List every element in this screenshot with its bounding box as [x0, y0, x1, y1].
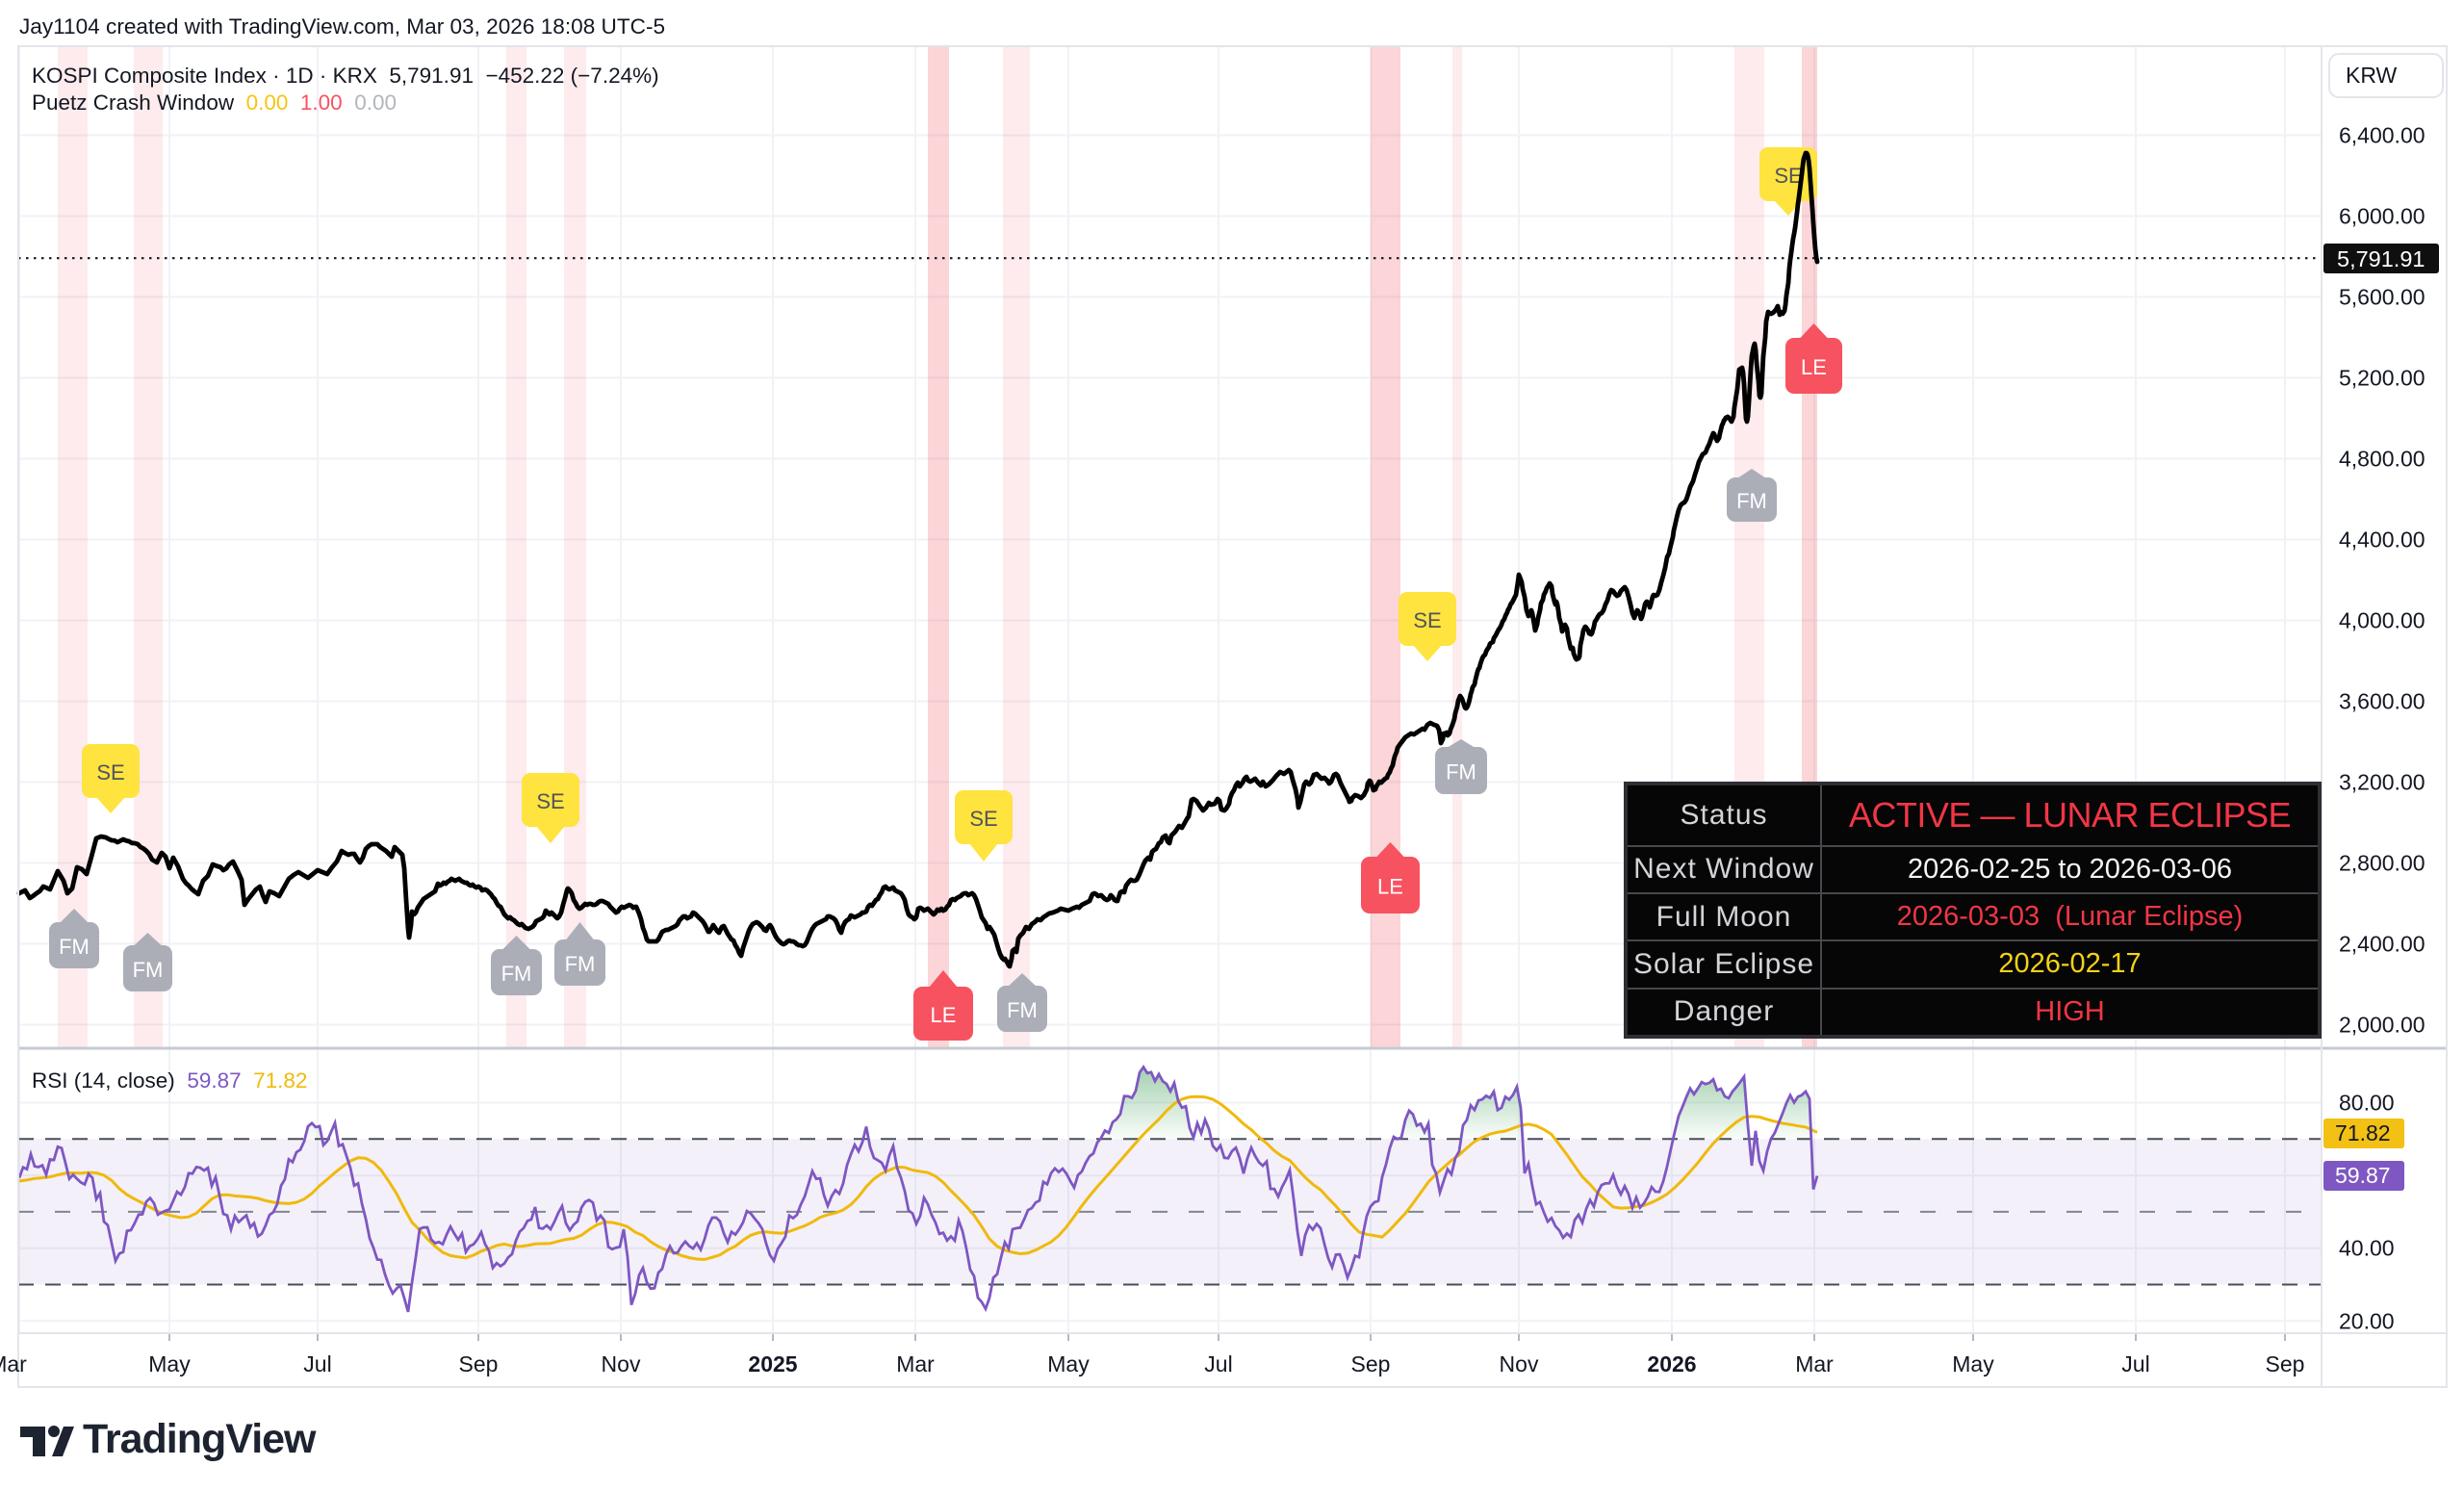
svg-text:2025: 2025 [748, 1351, 797, 1376]
svg-text:May: May [148, 1351, 191, 1376]
svg-text:SE: SE [536, 789, 564, 813]
svg-text:6,000.00: 6,000.00 [2339, 204, 2426, 229]
svg-text:Mar: Mar [1795, 1351, 1834, 1376]
svg-text:LE: LE [1801, 355, 1827, 379]
svg-text:FM: FM [1007, 998, 1038, 1022]
svg-text:Nov: Nov [602, 1351, 641, 1376]
svg-text:May: May [1047, 1351, 1090, 1376]
svg-text:71.82: 71.82 [2335, 1120, 2391, 1145]
svg-text:FM: FM [1446, 760, 1476, 785]
svg-text:5,600.00: 5,600.00 [2339, 285, 2426, 310]
svg-text:20.00: 20.00 [2339, 1308, 2395, 1333]
svg-text:Jul: Jul [1204, 1351, 1232, 1376]
svg-text:Jul: Jul [2121, 1351, 2149, 1376]
svg-text:Sep: Sep [1351, 1351, 1391, 1376]
svg-text:KRW: KRW [2346, 63, 2398, 88]
svg-text:SE: SE [96, 760, 124, 785]
svg-text:3,600.00: 3,600.00 [2339, 689, 2426, 714]
svg-text:FM: FM [501, 962, 532, 986]
svg-text:2,400.00: 2,400.00 [2339, 932, 2426, 957]
svg-text:FM: FM [133, 958, 164, 982]
svg-text:KOSPI Composite Index · 1D · K: KOSPI Composite Index · 1D · KRX 5,791.9… [32, 64, 659, 88]
svg-text:40.00: 40.00 [2339, 1236, 2395, 1261]
svg-text:SE: SE [969, 807, 997, 831]
svg-text:59.87: 59.87 [2335, 1163, 2391, 1188]
svg-text:3,200.00: 3,200.00 [2339, 770, 2426, 795]
svg-text:FM: FM [59, 935, 90, 959]
svg-text:80.00: 80.00 [2339, 1091, 2395, 1116]
svg-text:4,400.00: 4,400.00 [2339, 527, 2426, 553]
svg-text:6,400.00: 6,400.00 [2339, 123, 2426, 148]
svg-text:May: May [1952, 1351, 1994, 1376]
svg-text:2026: 2026 [1647, 1351, 1696, 1376]
svg-text:Mar: Mar [0, 1351, 27, 1376]
svg-text:SE: SE [1774, 164, 1802, 188]
svg-text:Sep: Sep [459, 1351, 499, 1376]
svg-text:4,800.00: 4,800.00 [2339, 447, 2426, 472]
svg-text:FM: FM [565, 952, 596, 976]
svg-text:LE: LE [1377, 875, 1403, 899]
svg-text:2,800.00: 2,800.00 [2339, 851, 2426, 876]
svg-text:2,000.00: 2,000.00 [2339, 1013, 2426, 1038]
svg-text:Jul: Jul [303, 1351, 331, 1376]
svg-text:TradingView: TradingView [83, 1416, 317, 1462]
svg-text:5,200.00: 5,200.00 [2339, 366, 2426, 391]
svg-text:Mar: Mar [896, 1351, 935, 1376]
svg-text:Nov: Nov [1500, 1351, 1539, 1376]
svg-text:4,000.00: 4,000.00 [2339, 608, 2426, 633]
svg-text:LE: LE [931, 1003, 957, 1027]
svg-text:FM: FM [1736, 489, 1767, 513]
svg-text:Sep: Sep [2266, 1351, 2305, 1376]
svg-text:5,791.91: 5,791.91 [2337, 246, 2425, 271]
svg-text:SE: SE [1413, 608, 1441, 632]
svg-text:RSI (14, close) 59.87 71.82: RSI (14, close) 59.87 71.82 [32, 1068, 307, 1093]
svg-text:Jay1104 created with TradingVi: Jay1104 created with TradingView.com, Ma… [19, 14, 665, 39]
svg-text:Puetz Crash Window 0.00 1.00: Puetz Crash Window 0.00 1.00 0.00 [32, 90, 397, 115]
